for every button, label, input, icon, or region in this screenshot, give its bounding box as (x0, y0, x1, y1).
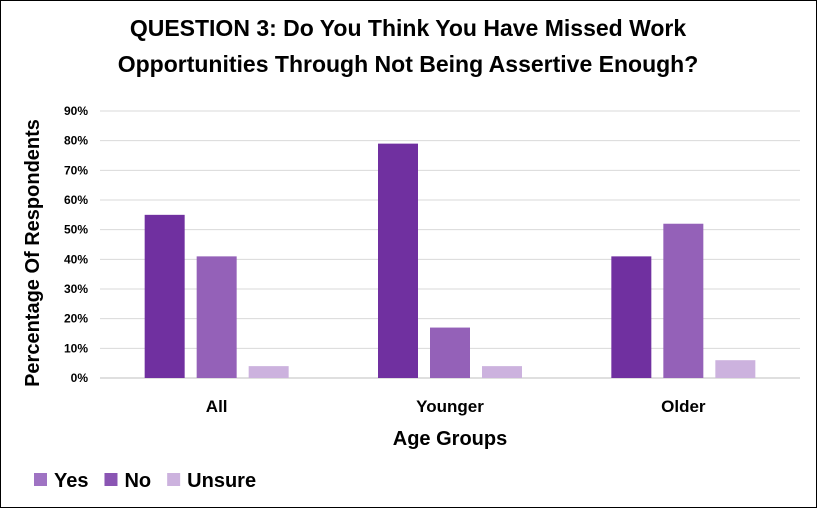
bar-yes-older (611, 256, 652, 378)
y-tick-label: 30% (64, 282, 88, 296)
bar-unsure-younger (482, 366, 522, 378)
legend-label-yes: Yes (54, 470, 88, 492)
y-tick-label: 0% (71, 371, 89, 385)
legend-label-unsure: Unsure (187, 470, 256, 492)
x-category-label: Younger (416, 397, 484, 416)
y-tick-label: 70% (64, 163, 88, 177)
chart-title-line-1: QUESTION 3: Do You Think You Have Missed… (130, 15, 687, 41)
y-tick-label: 90% (64, 104, 88, 118)
y-tick-label: 10% (64, 341, 88, 355)
y-axis-title: Percentage Of Respondents (22, 119, 44, 387)
bar-yes-all (144, 214, 185, 378)
legend: Yes No Unsure (34, 470, 256, 492)
chart-title-line-2: Opportunities Through Not Being Assertiv… (118, 51, 699, 77)
legend-swatch-no (104, 473, 118, 486)
legend-swatch-unsure (167, 473, 181, 486)
bar-unsure-all (248, 366, 289, 378)
legend-swatch-yes (34, 473, 47, 486)
y-tick-label: 60% (64, 193, 88, 207)
y-tick-label: 40% (64, 252, 88, 266)
bar-unsure-older (715, 360, 756, 378)
bar-yes-younger (378, 143, 418, 378)
bar-no-younger (430, 327, 470, 378)
y-axis-tick-labels: 0% 10% 20% 30% 40% 50% 60% 70% 80% 90% (64, 104, 88, 385)
x-category-label: All (206, 397, 228, 416)
y-tick-label: 20% (64, 312, 88, 326)
y-tick-label: 50% (64, 223, 88, 237)
x-category-label: Older (661, 397, 706, 416)
bar-no-older (663, 223, 704, 378)
x-axis-title: Age Groups (393, 428, 507, 450)
legend-label-no: No (124, 470, 151, 492)
x-axis-category-labels: All Younger Older (206, 397, 706, 416)
y-tick-label: 80% (64, 134, 88, 148)
bars (144, 143, 756, 378)
bar-no-all (196, 256, 237, 378)
